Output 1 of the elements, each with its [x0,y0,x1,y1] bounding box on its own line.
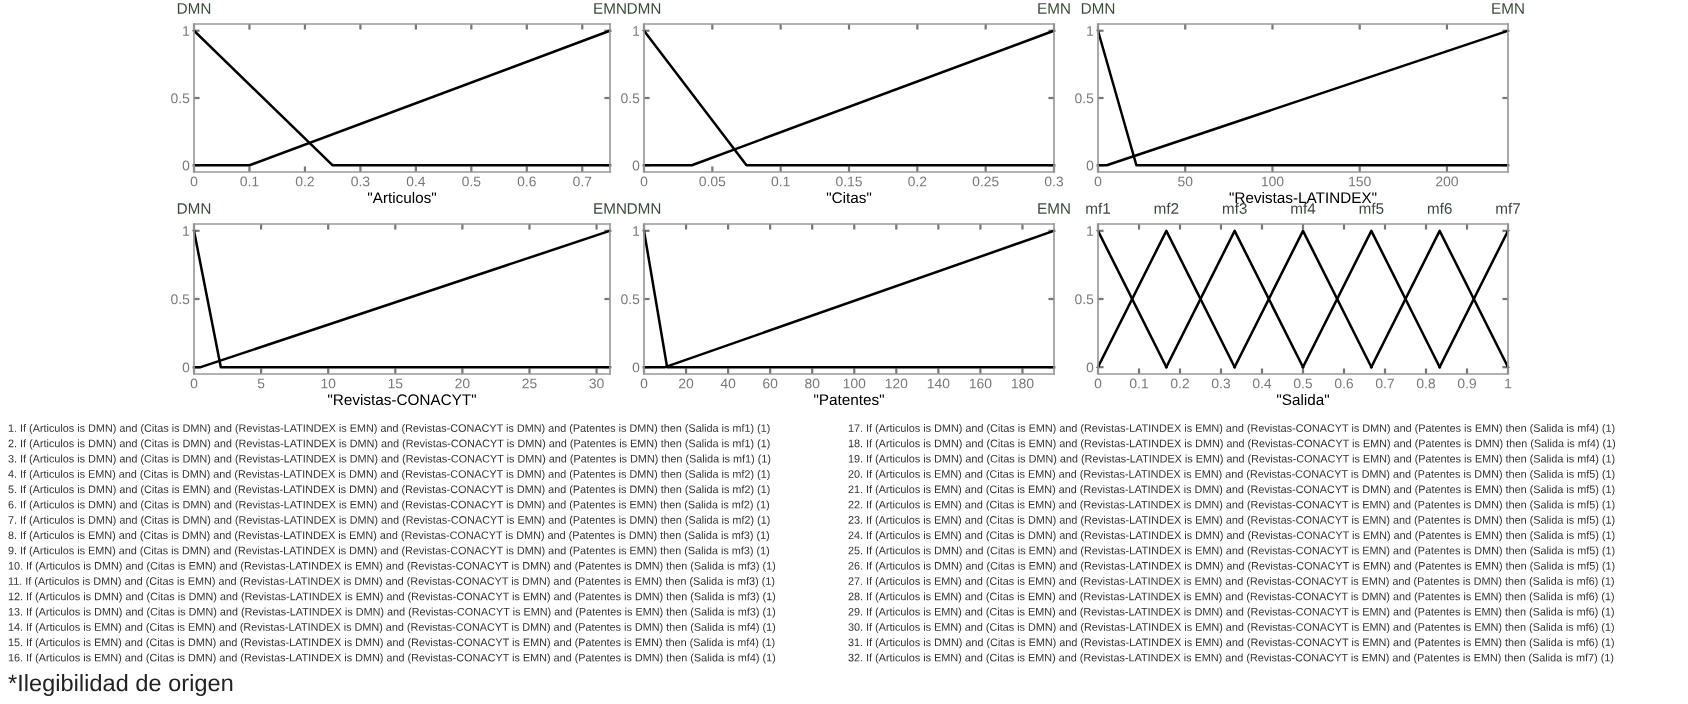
text: *Ilegibilidad de origen [8,674,233,697]
